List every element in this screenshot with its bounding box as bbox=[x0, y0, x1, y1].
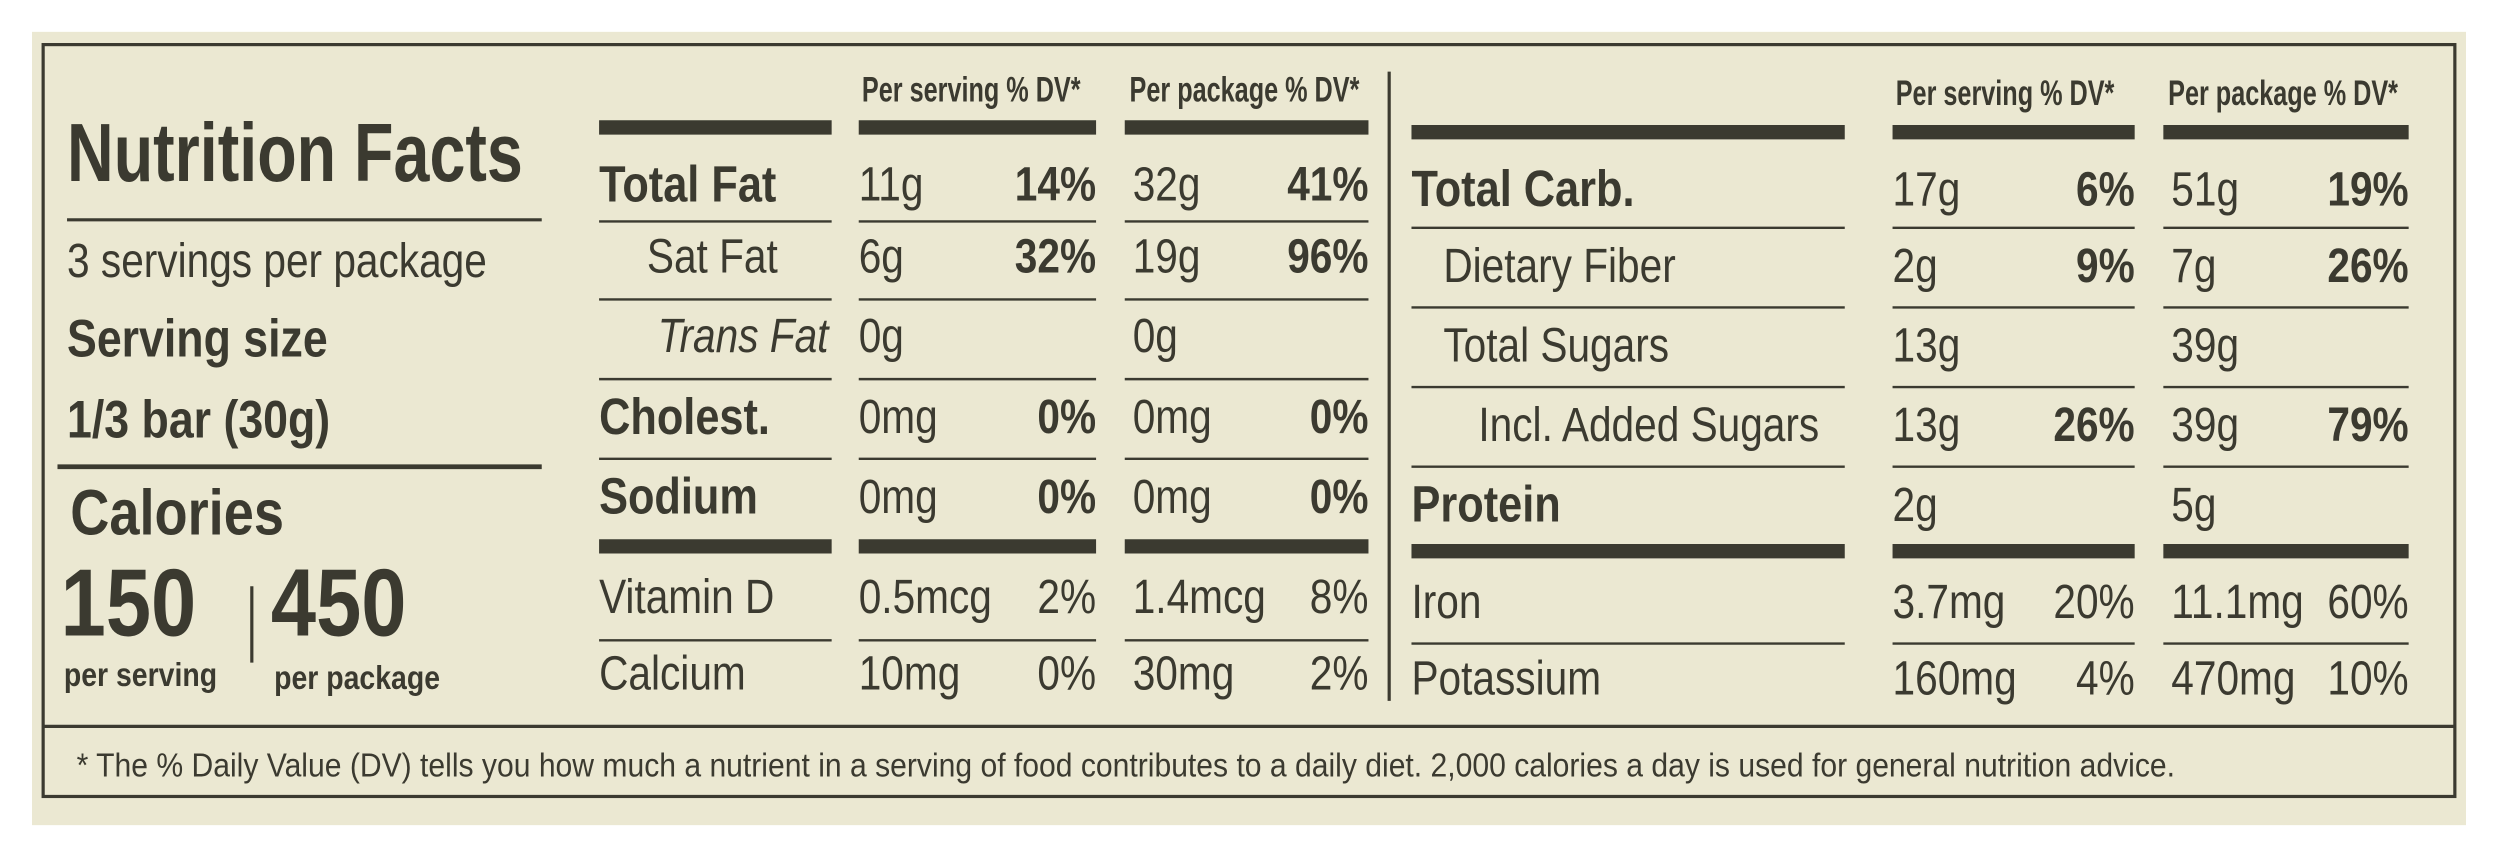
serving-size: 1/3 bar (30g) bbox=[67, 391, 330, 449]
package-dv: 8% bbox=[1310, 571, 1369, 624]
serving-amount: 160mg bbox=[1893, 652, 2017, 705]
column-header: Per package % DV* bbox=[1130, 71, 1360, 110]
package-amount: 1.4mcg bbox=[1133, 571, 1266, 624]
nutrient-name: Sodium bbox=[599, 468, 758, 525]
package-amount: 39g bbox=[2171, 399, 2239, 452]
nutrient-name: Incl. Added Sugars bbox=[1478, 399, 1819, 452]
nutrient-name: Cholest. bbox=[599, 389, 770, 446]
package-amount: 0mg bbox=[1133, 391, 1212, 444]
serving-dv: 26% bbox=[2053, 399, 2134, 452]
serving-amount: 0.5mcg bbox=[859, 571, 992, 624]
package-amount: 7g bbox=[2171, 240, 2216, 293]
serving-dv: 0% bbox=[1037, 648, 1096, 701]
nutrient-name: Vitamin D bbox=[599, 571, 774, 624]
servings: 3 servings per package bbox=[67, 235, 487, 288]
nutrient-name: Trans Fat bbox=[658, 310, 830, 363]
serving-dv: 6% bbox=[2076, 163, 2135, 216]
serving-amount: 17g bbox=[1893, 163, 1961, 216]
nutrient-name: Potassium bbox=[1411, 652, 1601, 705]
calories-amount: 450 bbox=[271, 549, 407, 656]
serving-dv: 0% bbox=[1037, 391, 1096, 444]
serving-dv: 2% bbox=[1037, 571, 1096, 624]
package-dv: 0% bbox=[1310, 471, 1369, 524]
serving-size-label: Serving size bbox=[67, 310, 328, 368]
package-amount: 5g bbox=[2171, 479, 2216, 532]
package-dv: 19% bbox=[2327, 163, 2408, 216]
column-header: Per package % DV* bbox=[2168, 74, 2398, 113]
serving-dv: 14% bbox=[1015, 159, 1096, 212]
package-amount: 51g bbox=[2171, 163, 2239, 216]
column-header: Per serving % DV* bbox=[862, 71, 1081, 110]
serving-amount: 2g bbox=[1893, 479, 1938, 532]
serving-dv: 32% bbox=[1015, 230, 1096, 283]
nutrient-name: Total Fat bbox=[599, 156, 777, 213]
serving-amount: 13g bbox=[1893, 399, 1961, 452]
package-dv: 0% bbox=[1310, 391, 1369, 444]
package-amount: 0g bbox=[1133, 310, 1178, 363]
serving-dv: 9% bbox=[2076, 240, 2135, 293]
package-amount: 470mg bbox=[2171, 652, 2295, 705]
serving-amount: 2g bbox=[1893, 240, 1938, 293]
package-amount: 30mg bbox=[1133, 648, 1235, 701]
serving-dv: 0% bbox=[1037, 471, 1096, 524]
package-dv: 10% bbox=[2327, 652, 2408, 705]
nutrient-name: Protein bbox=[1411, 476, 1560, 533]
panel bbox=[31, 31, 2467, 826]
package-dv: 2% bbox=[1310, 648, 1369, 701]
nutrient-name: Total Carb. bbox=[1411, 161, 1634, 218]
nutrient-name: Iron bbox=[1411, 576, 1481, 629]
nutrient-name: Total Sugars bbox=[1443, 319, 1669, 372]
calories-unit: per package bbox=[274, 659, 440, 697]
serving-amount: 0mg bbox=[859, 391, 938, 444]
nutrient-name: Dietary Fiber bbox=[1443, 240, 1676, 293]
serving-dv: 20% bbox=[2053, 576, 2134, 629]
package-amount: 11.1mg bbox=[2171, 576, 2303, 629]
package-dv: 60% bbox=[2327, 576, 2408, 629]
nutrient-name: Sat Fat bbox=[647, 230, 778, 283]
footnote: * The % Daily Value (DV) tells you how m… bbox=[77, 746, 2175, 784]
package-dv: 41% bbox=[1287, 159, 1368, 212]
nutrient-name: Calcium bbox=[599, 648, 746, 701]
serving-amount: 10mg bbox=[859, 648, 961, 701]
title: Nutrition Facts bbox=[67, 106, 523, 199]
serving-amount: 13g bbox=[1893, 319, 1961, 372]
package-dv: 96% bbox=[1287, 230, 1368, 283]
package-dv: 26% bbox=[2327, 240, 2408, 293]
package-amount: 0mg bbox=[1133, 471, 1212, 524]
serving-amount: 3.7mg bbox=[1893, 576, 2006, 629]
package-amount: 19g bbox=[1133, 230, 1201, 283]
serving-dv: 4% bbox=[2076, 652, 2135, 705]
calories-amount: 150 bbox=[61, 549, 197, 656]
package-amount: 32g bbox=[1133, 159, 1201, 212]
column-header: Per serving % DV* bbox=[1896, 74, 2115, 113]
calories-unit: per serving bbox=[64, 656, 217, 694]
serving-amount: 11g bbox=[859, 159, 924, 212]
serving-amount: 0g bbox=[859, 310, 904, 363]
package-amount: 39g bbox=[2171, 319, 2239, 372]
serving-amount: 0mg bbox=[859, 471, 938, 524]
serving-amount: 6g bbox=[859, 230, 904, 283]
package-dv: 79% bbox=[2327, 399, 2408, 452]
frame bbox=[41, 43, 2457, 799]
calories-label: Calories bbox=[70, 476, 284, 548]
